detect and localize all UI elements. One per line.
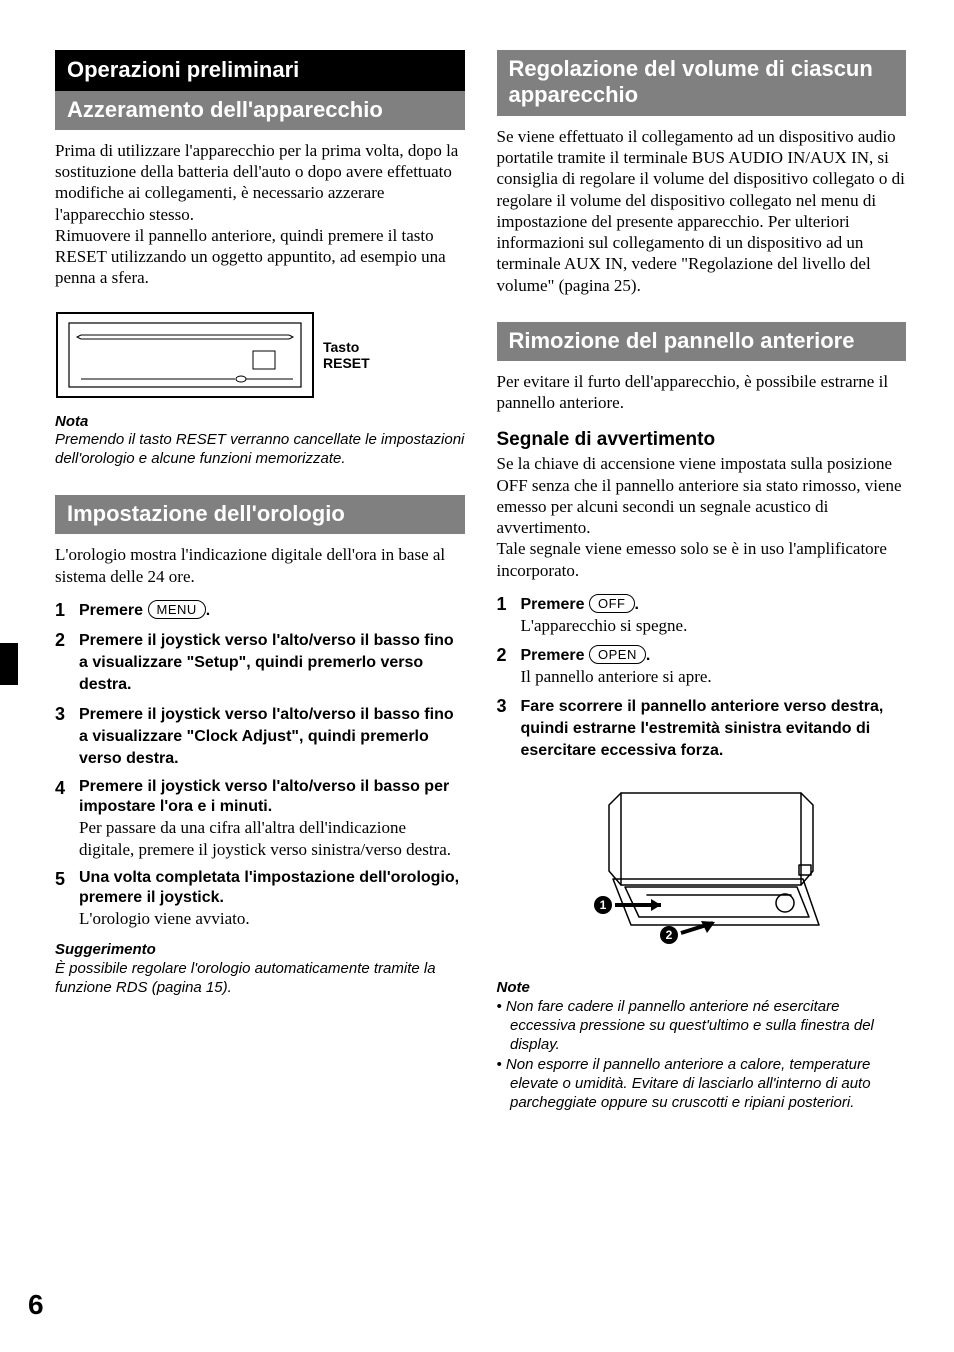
step-subtext: L'orologio viene avviato. [79, 908, 465, 929]
note-heading: Nota [55, 413, 465, 432]
note-item: Non fare cadere il pannello anteriore né… [497, 998, 907, 1054]
step-item: 1 Premere OFF. L'apparecchio si spegne. [497, 593, 907, 636]
body-text: Rimuovere il pannello anteriore, quindi … [55, 225, 465, 289]
section-header-volume: Regolazione del volume di ciascun appare… [497, 50, 907, 116]
step-text: Fare scorrere il pannello anteriore vers… [521, 698, 884, 759]
body-text: Tale segnale viene emesso solo se è in u… [497, 538, 907, 581]
step-number: 2 [497, 644, 521, 687]
svg-text:1: 1 [600, 898, 607, 912]
panel-removal-diagram: 1 2 [497, 775, 907, 965]
step-text: Premere il joystick verso l'alto/verso i… [79, 777, 465, 817]
panel-diagram-svg: 1 2 [551, 775, 851, 965]
step-number: 3 [497, 695, 521, 761]
section-header-clock: Impostazione dell'orologio [55, 495, 465, 534]
page-number: 6 [28, 1287, 44, 1322]
step-text: Premere il joystick verso l'alto/verso i… [79, 706, 454, 767]
menu-button-label: MENU [148, 600, 206, 619]
step-item: 4 Premere il joystick verso l'alto/verso… [55, 777, 465, 860]
body-text: L'orologio mostra l'indicazione digitale… [55, 544, 465, 587]
step-number: 1 [55, 599, 79, 622]
panel-steps: 1 Premere OFF. L'apparecchio si spegne. … [497, 593, 907, 762]
step-text: Premere OFF. [521, 596, 639, 613]
step-text: Premere il joystick verso l'alto/verso i… [79, 632, 454, 693]
chapter-header: Operazioni preliminari [55, 50, 465, 91]
step-subtext: Il pannello anteriore si apre. [521, 666, 907, 687]
step-number: 1 [497, 593, 521, 636]
step-item: 2 Premere OPEN. Il pannello anteriore si… [497, 644, 907, 687]
step-item: 3 Premere il joystick verso l'alto/verso… [55, 703, 465, 769]
body-text: Prima di utilizzare l'apparecchio per la… [55, 140, 465, 225]
step-text: Una volta completata l'impostazione dell… [79, 868, 465, 908]
clock-steps: 1 Premere MENU. 2 Premere il joystick ve… [55, 599, 465, 929]
body-text: Per evitare il furto dell'apparecchio, è… [497, 371, 907, 414]
step-item: 2 Premere il joystick verso l'alto/verso… [55, 629, 465, 695]
svg-text:2: 2 [666, 928, 673, 942]
body-text: Se la chiave di accensione viene imposta… [497, 453, 907, 538]
tip-body: È possibile regolare l'orologio automati… [55, 960, 465, 998]
step-item: 1 Premere MENU. [55, 599, 465, 622]
off-button-label: OFF [589, 594, 635, 613]
body-text: Se viene effettuato il collegamento ad u… [497, 126, 907, 296]
step-text: Premere MENU. [79, 602, 210, 619]
note-body: Premendo il tasto RESET verranno cancell… [55, 431, 465, 469]
tip-heading: Suggerimento [55, 941, 465, 960]
subheading-warning: Segnale di avvertimento [497, 428, 907, 452]
reset-diagram-svg [55, 311, 315, 399]
step-item: 3 Fare scorrere il pannello anteriore ve… [497, 695, 907, 761]
section-header-panel: Rimozione del pannello anteriore [497, 322, 907, 361]
step-number: 2 [55, 629, 79, 695]
note-heading: Note [497, 979, 907, 998]
step-text: Premere OPEN. [521, 647, 651, 664]
step-number: 5 [55, 868, 79, 929]
reset-diagram: Tasto RESET [55, 311, 465, 399]
note-list: Non fare cadere il pannello anteriore né… [497, 998, 907, 1113]
note-item: Non esporre il pannello anteriore a calo… [497, 1056, 907, 1112]
page-side-tab [0, 643, 18, 685]
open-button-label: OPEN [589, 645, 646, 664]
section-header-reset: Azzeramento dell'apparecchio [55, 91, 465, 130]
step-number: 4 [55, 777, 79, 860]
step-subtext: Per passare da una cifra all'altra dell'… [79, 817, 465, 860]
step-item: 5 Una volta completata l'impostazione de… [55, 868, 465, 929]
step-subtext: L'apparecchio si spegne. [521, 615, 907, 636]
reset-label: Tasto RESET [323, 339, 370, 371]
step-number: 3 [55, 703, 79, 769]
